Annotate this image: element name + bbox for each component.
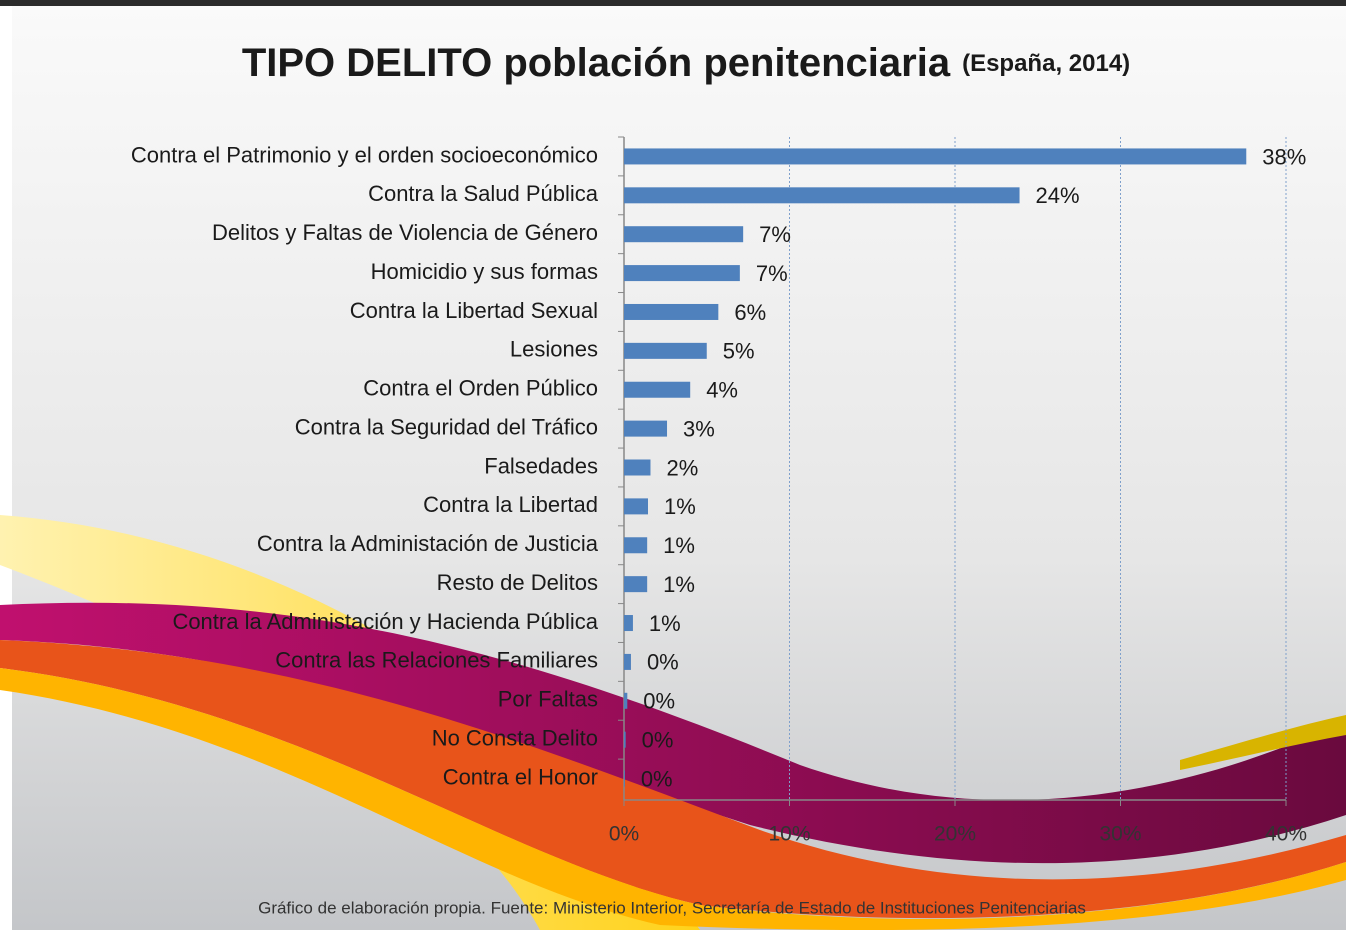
bar (624, 576, 648, 593)
decorative-waves (0, 515, 1346, 930)
bar (624, 498, 648, 515)
y-tick-label: Contra la Seguridad del Tráfico (295, 414, 598, 439)
wave-gold (0, 668, 1346, 930)
y-tick-label: Delitos y Faltas de Violencia de Género (212, 220, 598, 245)
bar (624, 187, 1020, 204)
data-label: 1% (663, 572, 695, 597)
y-tick-label: Por Faltas (498, 687, 598, 712)
y-tick-label: Contra la Salud Pública (368, 181, 599, 206)
data-label: 1% (649, 611, 681, 636)
bar (624, 459, 651, 476)
bar (624, 692, 628, 709)
bar (624, 770, 625, 787)
y-tick-label: Contra la Libertad Sexual (350, 298, 598, 323)
top-strip (0, 0, 1346, 6)
chart-title: TIPO DELITO población penitenciaria (242, 41, 951, 85)
y-tick-label: Contra la Libertad (423, 492, 598, 517)
x-tick-label: 40% (1265, 823, 1307, 846)
data-label: 1% (663, 533, 695, 558)
data-label: 0% (643, 689, 675, 714)
bar (624, 381, 691, 398)
left-margin (0, 6, 12, 930)
data-label: 5% (723, 339, 755, 364)
bar (624, 265, 740, 282)
y-tick-label: Contra las Relaciones Familiares (275, 648, 598, 673)
data-label: 1% (664, 494, 696, 519)
wave-right-gold (1180, 715, 1346, 770)
x-tick-label: 10% (768, 823, 810, 846)
data-label: 6% (734, 300, 766, 325)
bar (624, 303, 719, 320)
y-tick-label: Lesiones (510, 337, 598, 362)
chart-subtitle: (España, 2014) (962, 50, 1130, 77)
y-tick-label: No Consta Delito (432, 725, 598, 750)
bar (624, 653, 631, 670)
bar (624, 731, 626, 748)
data-label: 4% (706, 378, 738, 403)
data-label: 38% (1262, 144, 1306, 169)
y-tick-label: Resto de Delitos (437, 570, 598, 595)
data-label: 24% (1036, 183, 1080, 208)
bar (624, 226, 744, 243)
wave-orange (0, 640, 1346, 919)
y-tick-label: Homicidio y sus formas (371, 259, 598, 284)
y-tick-label: Contra el Honor (443, 764, 598, 789)
data-label: 7% (756, 261, 788, 286)
y-tick-label: Contra la Administación de Justicia (257, 531, 599, 556)
data-label: 0% (647, 650, 679, 675)
data-label: 3% (683, 416, 715, 441)
chart-title-group: TIPO DELITO población penitenciaria (Espa… (242, 41, 1130, 85)
y-tick-label: Falsedades (484, 453, 598, 478)
bar (624, 342, 707, 359)
bar (624, 537, 648, 554)
x-tick-label: 20% (934, 823, 976, 846)
y-tick-label: Contra el Patrimonio y el orden socioeco… (131, 142, 598, 167)
bar (624, 615, 633, 632)
y-tick-label: Contra la Administación y Hacienda Públi… (172, 609, 598, 634)
data-label: 0% (642, 727, 674, 752)
bar (624, 148, 1247, 165)
wave-magenta (0, 602, 1346, 864)
bar (624, 420, 668, 437)
x-tick-label: 30% (1099, 823, 1141, 846)
data-label: 2% (666, 455, 698, 480)
x-tick-label: 0% (609, 823, 639, 846)
data-label: 7% (759, 222, 791, 247)
source-note: Gráfico de elaboración propia. Fuente: M… (258, 898, 1086, 917)
y-tick-label: Contra el Orden Público (363, 376, 598, 401)
data-label: 0% (641, 766, 673, 791)
